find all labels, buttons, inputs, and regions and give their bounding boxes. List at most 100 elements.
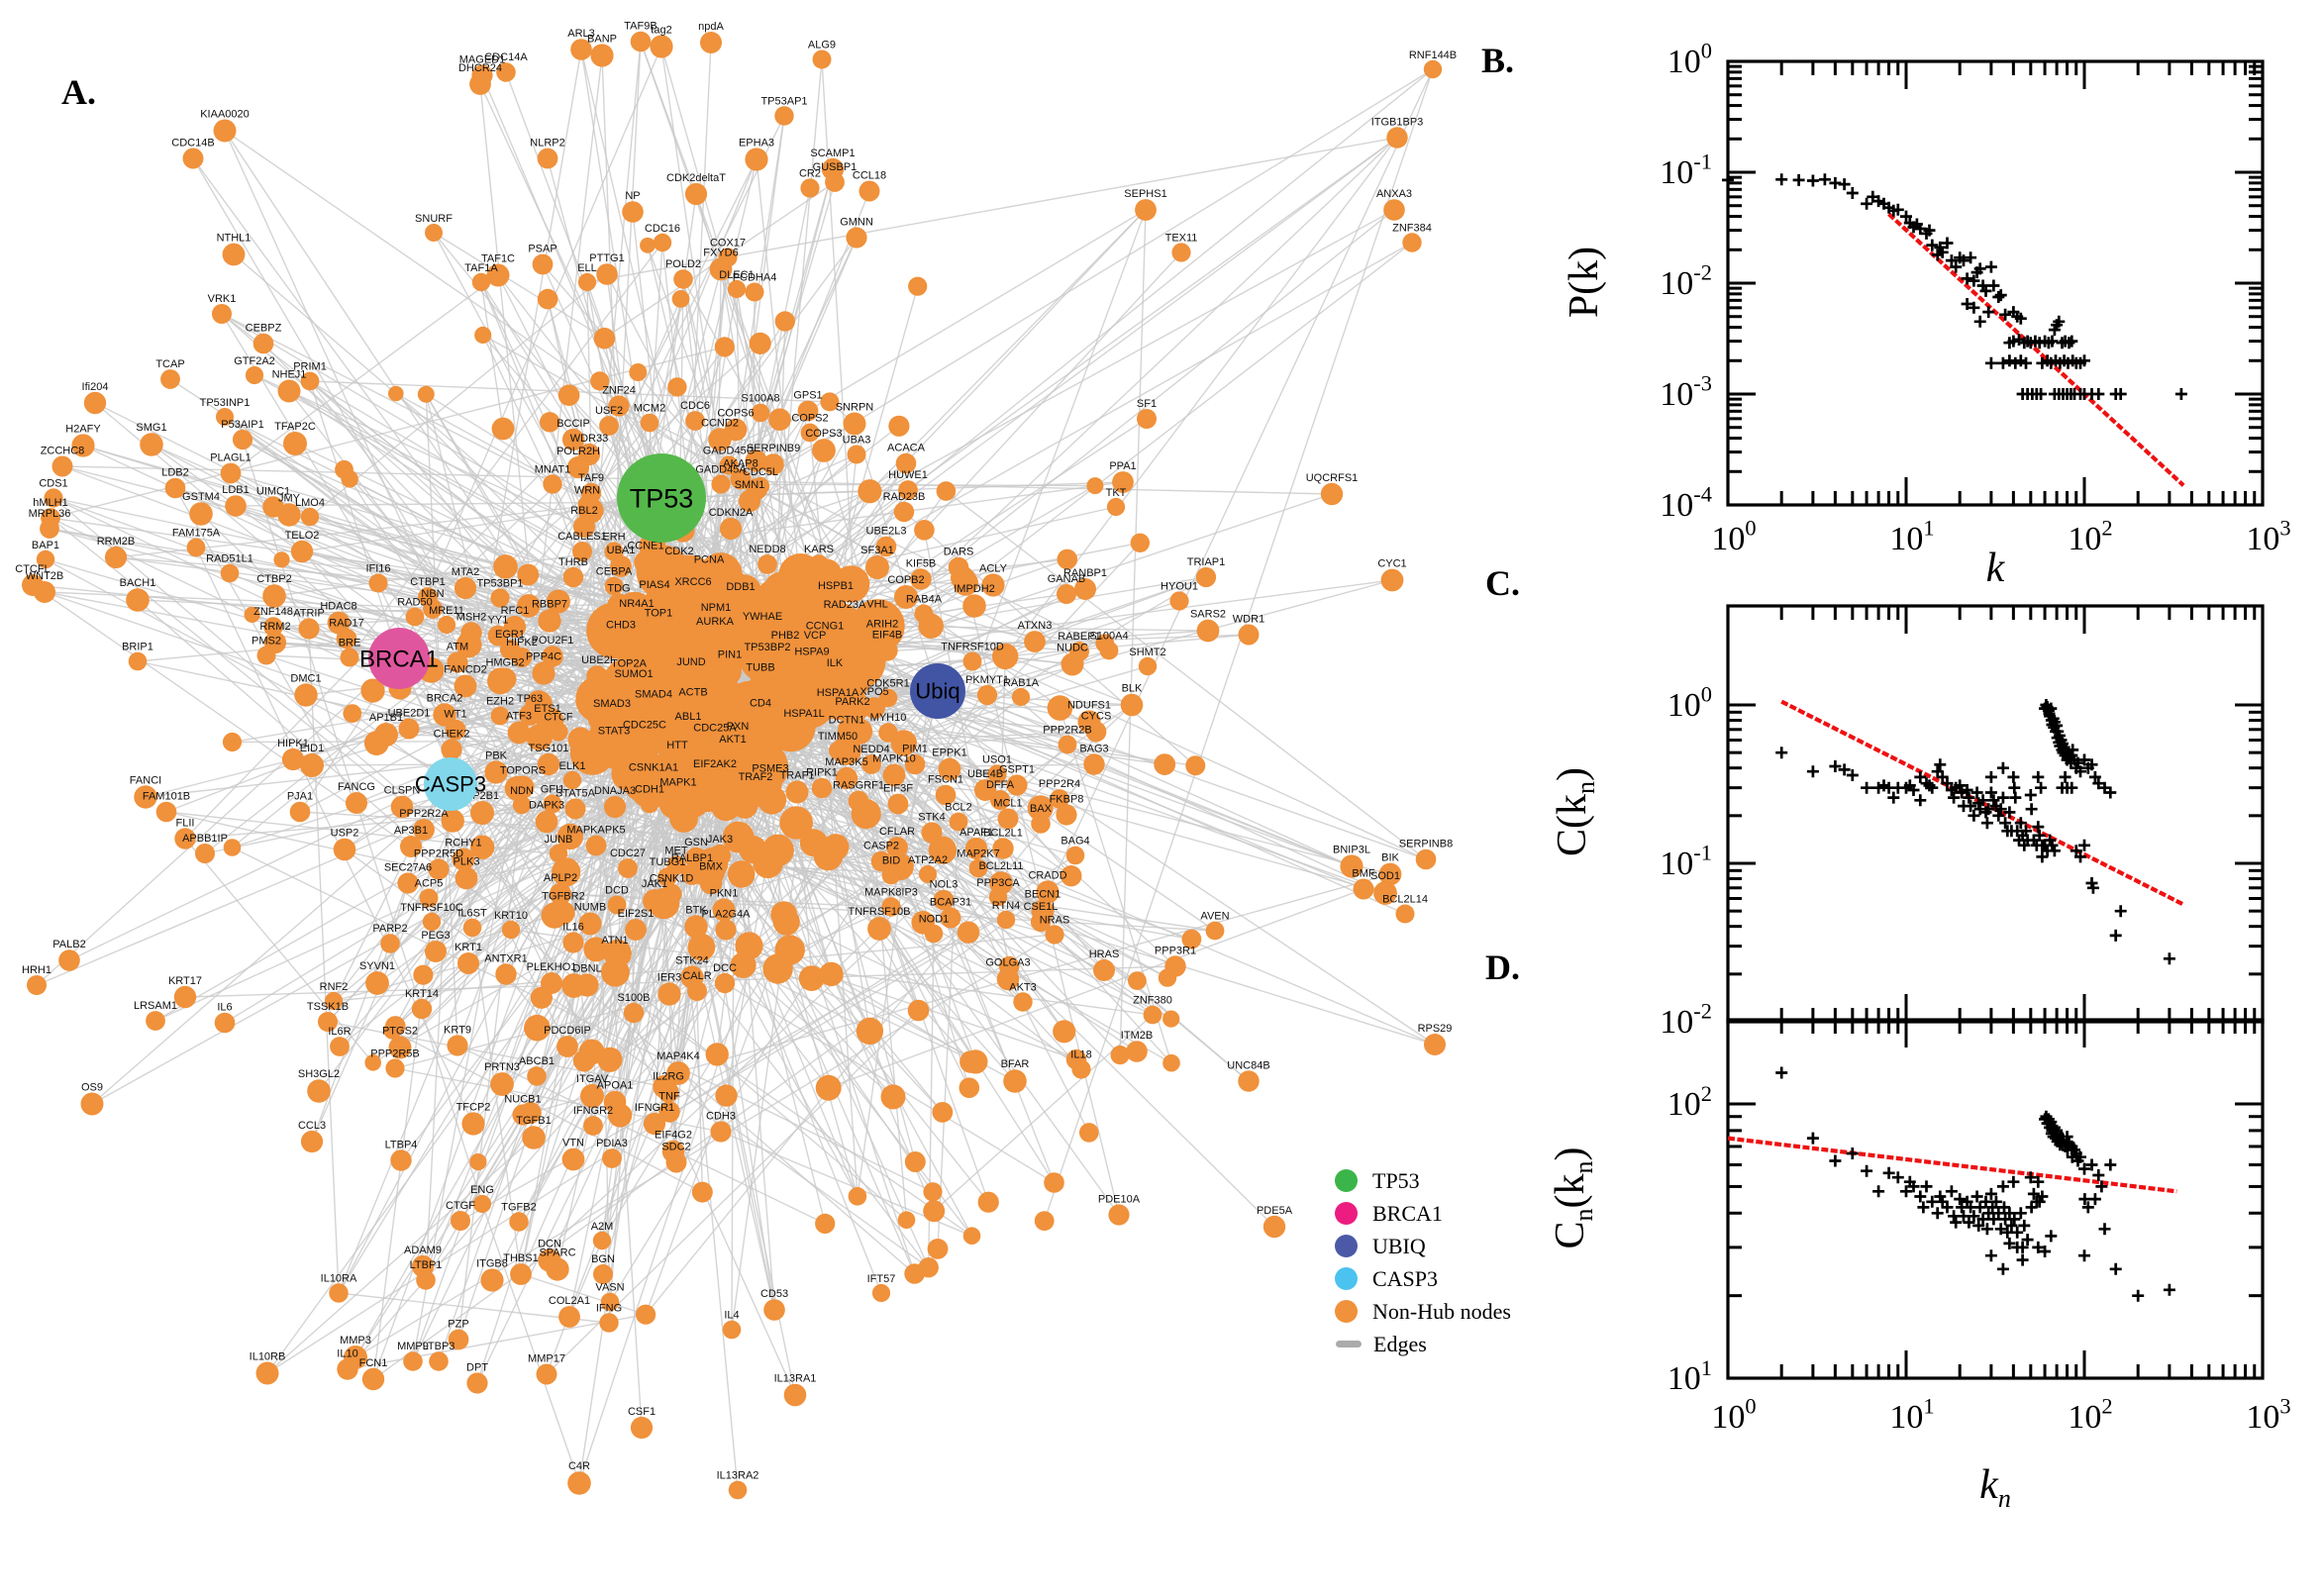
network-node: [897, 1211, 916, 1229]
network-node-label: COL2A1: [549, 1295, 590, 1307]
network-node: [365, 971, 389, 995]
network-node: [557, 384, 580, 407]
network-node-label: TKT: [1106, 487, 1127, 499]
network-node-label: H2AFY: [65, 423, 101, 435]
network-node-label: PDCD6IP: [544, 1025, 591, 1037]
network-node: [658, 1101, 680, 1123]
network-node-label: CSNK1D: [650, 873, 694, 885]
network-node-label: CFLAR: [879, 826, 915, 838]
svg-text:10-3: 10-3: [1660, 371, 1712, 413]
network-node-label: GOLGA3: [985, 957, 1030, 969]
network-node-label: PIAS4: [639, 579, 669, 591]
network-node-label: COPS3: [805, 428, 842, 440]
network-node-label: CDS1: [39, 477, 67, 489]
network-node: [629, 363, 648, 381]
network-node: [1130, 533, 1151, 552]
network-node-label: CTBP1: [410, 576, 445, 588]
network-node-label: UBE2D1: [388, 708, 431, 720]
network-node-label: GADD45A: [695, 463, 747, 475]
network-node: [472, 1194, 492, 1214]
network-node-label: XPO5: [859, 686, 888, 698]
network-node-label: TUBG1: [650, 856, 686, 868]
network-node: [519, 704, 541, 726]
network-node: [416, 1270, 436, 1290]
network-node: [987, 764, 1007, 784]
network-node-label: DPT: [466, 1361, 488, 1373]
network-node-label: SPARC: [539, 1247, 575, 1258]
network-node-label: APLP2: [544, 872, 577, 884]
network-node-label: PJA1: [287, 791, 313, 803]
network-node: [388, 1036, 412, 1059]
network-node: [708, 844, 732, 867]
network-node-label: FKBP8: [1050, 793, 1084, 805]
network-node: [164, 477, 186, 499]
network-node-label: KRT10: [494, 910, 528, 922]
network-node-label: MNAT1: [535, 463, 570, 475]
network-node: [780, 602, 810, 632]
network-node: [537, 148, 558, 169]
network-node: [511, 775, 535, 799]
network-node-label: WT1: [444, 709, 466, 721]
network-node: [745, 282, 764, 302]
network-node-label: JUNB: [545, 834, 573, 846]
network-node: [895, 452, 917, 474]
network-node-label: CSF1: [628, 1406, 656, 1418]
network-node: [501, 920, 521, 940]
svg-text:103: 103: [2246, 1394, 2290, 1436]
nonhub-node-icon: [1335, 1300, 1358, 1323]
network-node: [719, 659, 741, 681]
network-node-label: GSTM4: [182, 491, 220, 503]
network-node: [762, 453, 784, 475]
network-node: [783, 1383, 807, 1407]
network-node-label: CDC14A: [484, 51, 528, 63]
network-node-label: NLRP2: [530, 138, 564, 150]
network-node: [907, 999, 930, 1022]
network-node: [433, 703, 456, 727]
network-node-label: NEDD4: [853, 744, 889, 755]
svg-text:103: 103: [2246, 516, 2290, 557]
network-node: [976, 684, 998, 706]
network-node: [924, 924, 944, 944]
network-node-label: ZNF380: [1133, 995, 1172, 1007]
network-node: [1011, 687, 1031, 707]
network-node-label: GUSBP1: [813, 161, 858, 173]
network-node: [567, 1471, 591, 1495]
network-node-label: BCCIP: [556, 418, 590, 430]
network-node: [462, 918, 482, 938]
network-node: [938, 757, 961, 781]
network-node: [728, 1480, 748, 1500]
network-node-label: CRADD: [1028, 869, 1066, 881]
network-node-label: BFAR: [1001, 1058, 1030, 1070]
network-node: [657, 1081, 679, 1103]
network-node-label: BLK: [1122, 683, 1143, 695]
network-node: [364, 1054, 382, 1071]
network-node: [155, 801, 177, 823]
network-node: [988, 887, 1008, 907]
network-node: [837, 725, 857, 745]
network-node: [388, 385, 404, 402]
network-node: [417, 385, 435, 403]
network-node: [562, 770, 582, 790]
edge-line-icon: [1336, 1341, 1362, 1347]
network-node: [593, 1264, 613, 1284]
network-node: [1047, 695, 1073, 721]
network-node: [996, 910, 1016, 930]
network-node-label: YY1: [488, 615, 509, 627]
network-node: [330, 1037, 350, 1056]
network-node-label: ABCB1: [519, 1055, 555, 1067]
network-node: [517, 563, 540, 586]
network-node: [532, 253, 554, 275]
network-node: [729, 625, 760, 656]
network-node: [480, 1268, 504, 1292]
network-node: [1106, 497, 1126, 517]
network-node: [640, 413, 659, 433]
network-node: [1034, 1211, 1055, 1231]
network-node: [403, 1351, 423, 1371]
network-node: [411, 998, 433, 1020]
network-node-label: PSME3: [752, 762, 788, 774]
network-node-label: TP53INP1: [200, 397, 251, 409]
svg-text:102: 102: [2068, 1394, 2112, 1436]
network-node-label: S100A8: [741, 393, 779, 405]
network-node-label: EZH2: [486, 696, 514, 708]
network-node: [603, 795, 627, 819]
